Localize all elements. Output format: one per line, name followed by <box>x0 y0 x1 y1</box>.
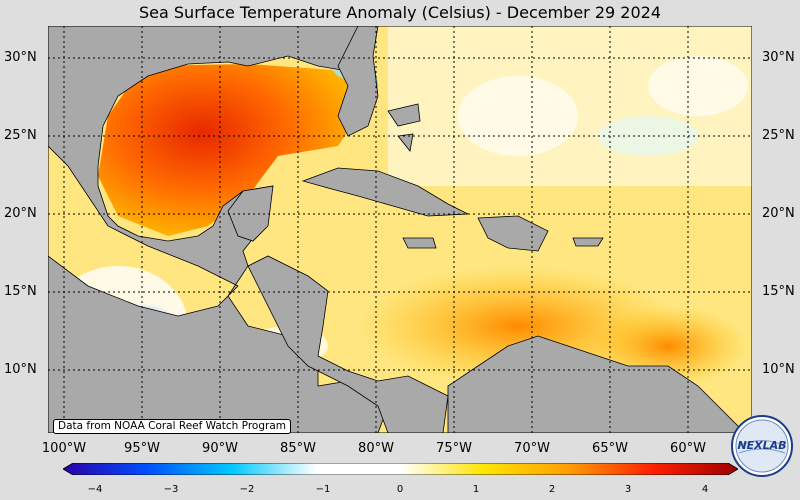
graticule <box>48 26 752 433</box>
yucatan-land <box>227 185 274 242</box>
nexlab-logo: NEXLAB <box>731 415 793 477</box>
data-credit: Data from NOAA Coral Reef Watch Program <box>53 419 291 434</box>
lon-label-85w: 85°W <box>280 441 316 456</box>
lon-label-80w: 80°W <box>358 441 394 456</box>
north-america-land <box>48 26 389 433</box>
colorbar-tick: 2 <box>548 484 556 495</box>
lat-label-left-10n: 10°N <box>4 362 37 377</box>
lon-label-95w: 95°W <box>124 441 160 456</box>
colorbar <box>63 463 738 475</box>
lat-label-left-15n: 15°N <box>4 284 37 299</box>
lon-label-75w: 75°W <box>436 441 472 456</box>
colorbar-tick: 3 <box>624 484 632 495</box>
lat-label-right-30n: 30°N <box>762 50 795 65</box>
lat-label-right-25n: 25°N <box>762 128 795 143</box>
gulf-warm-anomaly <box>98 64 358 236</box>
colorbar-tick: −3 <box>163 484 179 495</box>
land-masses <box>48 26 752 433</box>
lat-label-left-30n: 30°N <box>4 50 37 65</box>
lon-label-65w: 65°W <box>592 441 628 456</box>
jamaica-land <box>402 237 437 249</box>
colorbar-tick: −4 <box>87 484 103 495</box>
sst-anomaly-map <box>48 26 752 433</box>
lon-label-100w: 100°W <box>41 441 87 456</box>
lon-label-60w: 60°W <box>670 441 706 456</box>
lat-label-right-20n: 20°N <box>762 206 795 221</box>
lat-label-left-20n: 20°N <box>4 206 37 221</box>
lat-label-right-15n: 15°N <box>762 284 795 299</box>
colorbar-tick: −2 <box>239 484 255 495</box>
colorbar-tick: 1 <box>472 484 480 495</box>
colorbar-tick: 0 <box>396 484 404 495</box>
svg-text:NEXLAB: NEXLAB <box>737 439 786 452</box>
lon-label-70w: 70°W <box>514 441 550 456</box>
lat-label-right-10n: 10°N <box>762 362 795 377</box>
south-america-land <box>447 335 752 433</box>
hispaniola-land <box>477 215 549 252</box>
lon-label-90w: 90°W <box>202 441 238 456</box>
puerto-rico-land <box>572 237 604 247</box>
lat-label-left-25n: 25°N <box>4 128 37 143</box>
central-america-land <box>247 255 449 433</box>
colorbar-tick: −1 <box>315 484 331 495</box>
map-title: Sea Surface Temperature Anomaly (Celsius… <box>139 3 661 22</box>
colorbar-tick: 4 <box>701 484 709 495</box>
